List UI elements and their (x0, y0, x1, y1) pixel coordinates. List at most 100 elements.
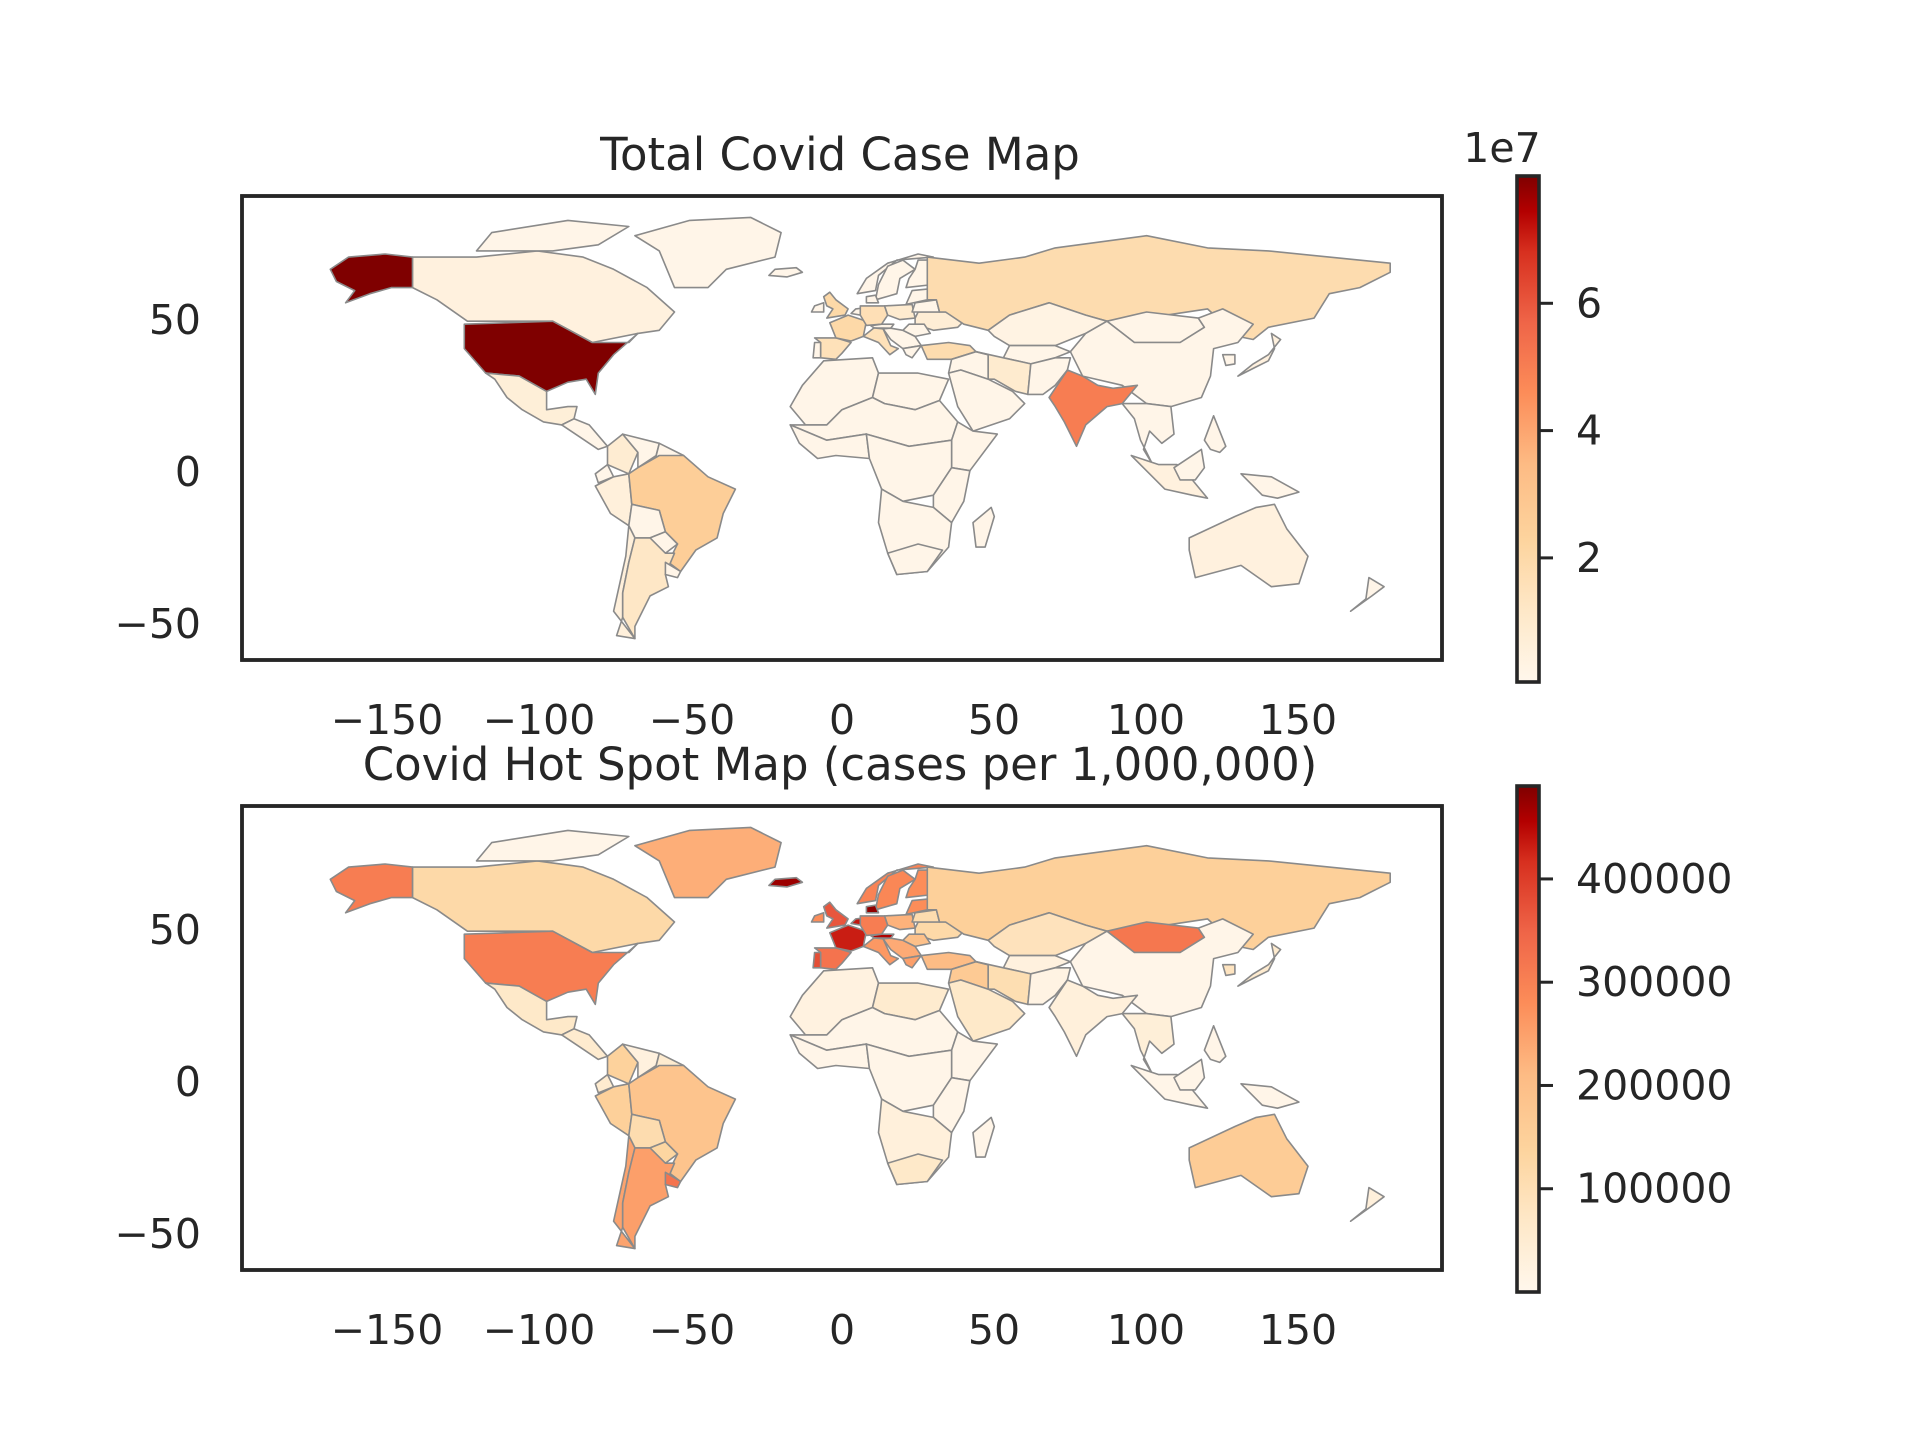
country-indonesia (1130, 1064, 1209, 1109)
x-tick-label: 50 (968, 1306, 1020, 1354)
x-tick-label: 150 (1259, 1306, 1337, 1354)
country-alaska (329, 253, 414, 304)
x-tick-label: 100 (1107, 696, 1185, 744)
country-borneo-sulawesi (1173, 448, 1206, 481)
country-greece (902, 954, 923, 969)
x-tick-label: 0 (829, 1306, 855, 1354)
country-southeast-asia (1121, 402, 1175, 466)
country-balkans (882, 327, 923, 350)
colorbar-tick-label: 6 (1576, 279, 1602, 327)
country-russia (926, 844, 1391, 951)
country-canada (411, 860, 676, 954)
country-australia (1188, 1113, 1309, 1198)
country-romania (902, 933, 932, 948)
country-west-africa (789, 424, 871, 460)
country-germany (859, 915, 889, 937)
country-layer (329, 216, 1391, 640)
colorbar: 1e7 2 4 6 (1463, 124, 1602, 684)
colorbar-tick-label: 100000 (1576, 1165, 1733, 1213)
country-west-africa (789, 1034, 871, 1070)
country-madagascar (972, 506, 996, 548)
country-uruguay (664, 1171, 682, 1189)
country-iran (975, 350, 1032, 396)
country-new-zealand (1349, 1186, 1385, 1222)
country-iran (975, 960, 1032, 1006)
colorbar-offset-label: 1e7 (1463, 124, 1540, 172)
country-madagascar (972, 1116, 996, 1158)
country-canada (411, 250, 676, 344)
country-south-africa (886, 543, 944, 576)
colorbar-frame (1515, 784, 1541, 1294)
map-axes-border (240, 804, 1444, 1272)
country-indonesia (1130, 454, 1209, 500)
country-southeast-asia (1121, 1012, 1175, 1076)
map-axis-ticks: −150 −100 −50 0 50 100 150 50 0 −50 (114, 906, 1337, 1354)
x-tick-label: 100 (1107, 1306, 1185, 1354)
x-tick-label: −50 (649, 1306, 736, 1354)
country-united-kingdom (822, 901, 849, 929)
country-new-guinea (1240, 1083, 1300, 1109)
country-greece (902, 344, 923, 359)
country-iceland (768, 876, 804, 888)
country-arctic-islands (475, 219, 630, 252)
y-tick-label: 0 (175, 448, 201, 496)
country-arabia (947, 979, 1026, 1042)
colorbar-tick-label: 4 (1576, 407, 1602, 455)
country-italy (862, 937, 900, 966)
country-greenland (634, 826, 782, 899)
map-axes-border (240, 194, 1444, 662)
country-japan (1237, 332, 1282, 377)
country-afghanistan-pakistan (1027, 966, 1072, 1006)
x-tick-label: −100 (483, 696, 596, 744)
country-china (1069, 308, 1254, 408)
country-afghanistan-pakistan (1027, 356, 1072, 396)
country-germany (859, 305, 889, 327)
country-alaska (329, 863, 414, 914)
country-layer (329, 826, 1391, 1250)
country-italy (862, 327, 900, 356)
y-tick-label: 50 (149, 906, 201, 954)
x-tick-label: 0 (829, 696, 855, 744)
x-tick-label: −150 (331, 696, 444, 744)
country-argentina (621, 1147, 676, 1250)
country-korea (1221, 353, 1236, 367)
y-tick-label: 50 (149, 296, 201, 344)
country-australia (1188, 503, 1309, 588)
colorbar-tick-label: 300000 (1576, 958, 1733, 1006)
country-russia (926, 234, 1391, 341)
country-philippines (1203, 1025, 1227, 1064)
country-sweden (874, 869, 916, 911)
country-portugal (812, 341, 822, 359)
total-cases-panel: Total Covid Case Map −150 −100 −50 0 50 … (114, 124, 1602, 744)
country-romania (902, 323, 932, 338)
x-tick-label: −100 (483, 1306, 596, 1354)
colorbar-tick-label: 400000 (1576, 855, 1733, 903)
country-korea (1221, 963, 1236, 977)
country-greenland (634, 216, 782, 289)
country-sweden (874, 259, 916, 301)
y-tick-label: −50 (114, 1210, 201, 1258)
country-japan (1237, 942, 1282, 987)
country-borneo-sulawesi (1173, 1058, 1206, 1091)
country-argentina (621, 537, 676, 640)
colorbar-gradient (1517, 176, 1539, 682)
y-tick-label: 0 (175, 1058, 201, 1106)
x-tick-label: −150 (331, 1306, 444, 1354)
y-tick-label: −50 (114, 600, 201, 648)
country-philippines (1203, 414, 1227, 454)
country-ireland (810, 911, 825, 923)
country-china (1069, 918, 1254, 1018)
map-title: Covid Hot Spot Map (cases per 1,000,000) (363, 738, 1318, 791)
country-arabia (947, 369, 1026, 432)
colorbar-gradient (1517, 786, 1539, 1292)
x-tick-label: 50 (968, 696, 1020, 744)
country-iceland (768, 266, 804, 278)
country-arctic-islands (475, 829, 630, 862)
x-tick-label: 150 (1259, 696, 1337, 744)
x-tick-label: −50 (649, 696, 736, 744)
country-new-guinea (1240, 472, 1300, 500)
map-title: Total Covid Case Map (599, 128, 1080, 181)
country-new-zealand (1349, 576, 1385, 613)
